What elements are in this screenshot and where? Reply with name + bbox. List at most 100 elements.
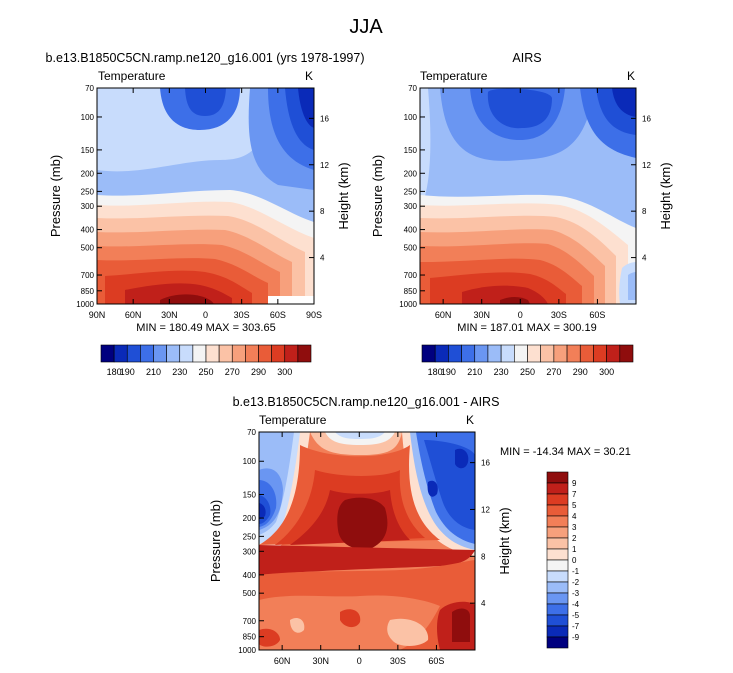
colorbar-label: 210 xyxy=(146,367,161,377)
x-tick-label: 60N xyxy=(435,310,452,320)
panel-diff-colorbar: 9 7 5 4 3 2 1 0 -1 -2 -3 -4 -5 -7 -9 xyxy=(546,471,580,649)
colorbar-swatch xyxy=(540,344,555,363)
y2-tick-label: 12 xyxy=(642,161,651,170)
panel-airs-left-title: Temperature xyxy=(420,69,488,83)
colorbar-label: 210 xyxy=(467,367,482,377)
colorbar-label: -5 xyxy=(572,611,580,620)
colorbar-swatch xyxy=(553,344,568,363)
y-tick-label: 200 xyxy=(243,514,257,523)
x-tick-label: 30N xyxy=(161,310,178,320)
y-tick-label: 500 xyxy=(81,244,95,253)
colorbar-swatch xyxy=(546,559,569,572)
panel-diff-units: K xyxy=(466,413,474,427)
colorbar-swatch xyxy=(527,344,541,363)
x-tick-label: 0 xyxy=(518,310,523,320)
x-tick-label: 60N xyxy=(274,656,291,666)
panel-model-field xyxy=(97,88,314,304)
y-tick-label: 100 xyxy=(81,113,95,122)
panel-model-y2label: Height (km) xyxy=(336,162,351,229)
panel-diff-axes: 60N 30N 0 30S 60S 70 100 150 200 250 300 400 500 700 8… xyxy=(238,428,490,666)
colorbar-swatch xyxy=(166,344,181,363)
colorbar-swatch xyxy=(140,344,154,363)
colorbar-label: -7 xyxy=(572,622,580,631)
colorbar-swatch xyxy=(579,344,594,363)
colorbar-swatch xyxy=(461,344,476,363)
colorbar-swatch xyxy=(231,344,246,363)
colorbar-swatch xyxy=(153,344,167,363)
colorbar-label: 190 xyxy=(120,367,135,377)
x-tick-label: 30N xyxy=(473,310,490,320)
colorbar-swatch xyxy=(546,537,569,550)
x-tick-label: 30S xyxy=(390,656,406,666)
y2-tick-label: 4 xyxy=(320,254,325,263)
colorbar-swatch xyxy=(546,526,569,539)
colorbar-swatch xyxy=(514,344,528,363)
colorbar-label: -2 xyxy=(572,578,580,587)
panel-airs-axes: 60N 30N 0 30S 60S 70 100 150 200 250 300 400 500 700 8… xyxy=(399,84,651,320)
colorbar-label: 270 xyxy=(546,367,561,377)
y-tick-label: 250 xyxy=(243,532,257,541)
panel-diff-left-title: Temperature xyxy=(259,413,327,427)
y-tick-label: 100 xyxy=(404,113,418,122)
y-tick-label: 70 xyxy=(85,84,94,93)
panel-model-units: K xyxy=(305,69,313,83)
colorbar-swatch xyxy=(546,570,569,583)
y-tick-label: 300 xyxy=(81,202,95,211)
y-tick-label: 250 xyxy=(404,187,418,196)
y-tick-label: 700 xyxy=(404,271,418,280)
colorbar-label: 250 xyxy=(520,367,535,377)
colorbar-label: 300 xyxy=(277,367,292,377)
colorbar-label: -1 xyxy=(572,567,580,576)
colorbar-swatch xyxy=(297,344,312,363)
colorbar-swatch xyxy=(546,625,569,638)
y-tick-label: 1000 xyxy=(399,300,417,309)
colorbar-swatch xyxy=(566,344,581,363)
y2-tick-label: 12 xyxy=(481,505,490,514)
colorbar-label: 7 xyxy=(572,490,577,499)
x-tick-label: 0 xyxy=(203,310,208,320)
y-tick-label: 400 xyxy=(243,571,257,580)
colorbar-swatch xyxy=(546,471,569,484)
colorbar-label: -3 xyxy=(572,589,580,598)
colorbar-swatch xyxy=(192,344,207,363)
panel-airs: AIRS Temperature K 60N 30N 0 30S 60S 70 100 150 xyxy=(370,51,673,377)
colorbar-swatch xyxy=(179,344,194,363)
y-tick-label: 150 xyxy=(243,490,257,499)
colorbar-label: 180 xyxy=(107,367,122,377)
y-tick-label: 850 xyxy=(404,287,418,296)
x-tick-label: 90S xyxy=(306,310,322,320)
panel-airs-stats: MIN = 187.01 MAX = 300.19 xyxy=(457,322,596,334)
colorbar-swatch xyxy=(284,344,299,363)
y-tick-label: 400 xyxy=(404,226,418,235)
x-tick-label: 30S xyxy=(551,310,567,320)
colorbar-label: 2 xyxy=(572,534,577,543)
y2-tick-label: 4 xyxy=(642,254,647,263)
colorbar-swatch xyxy=(546,614,569,627)
panel-airs-ylabel: Pressure (mb) xyxy=(370,155,385,237)
y-tick-label: 1000 xyxy=(76,300,94,309)
y2-tick-label: 16 xyxy=(642,114,651,123)
colorbar-swatch xyxy=(218,344,233,363)
x-tick-label: 90N xyxy=(89,310,106,320)
colorbar-swatch xyxy=(487,344,502,363)
y-tick-label: 250 xyxy=(81,187,95,196)
x-tick-label: 60S xyxy=(270,310,286,320)
colorbar-label: 0 xyxy=(572,556,577,565)
y2-tick-label: 4 xyxy=(481,599,486,608)
y-tick-label: 500 xyxy=(404,244,418,253)
colorbar-label: 180 xyxy=(428,367,443,377)
colorbar-swatch xyxy=(448,344,462,363)
figure-title: JJA xyxy=(349,16,383,38)
y-tick-label: 300 xyxy=(404,202,418,211)
y-tick-label: 200 xyxy=(81,169,95,178)
y-tick-label: 70 xyxy=(247,428,256,437)
panel-diff-y2label: Height (km) xyxy=(497,507,512,574)
colorbar-swatch xyxy=(113,344,128,363)
y-tick-label: 150 xyxy=(81,146,95,155)
colorbar-label: 190 xyxy=(441,367,456,377)
panel-model-axes: 90N 60N 30N 0 30S 60S 90S 70 100 150 200 250 300 400 5… xyxy=(76,84,329,320)
y2-tick-label: 8 xyxy=(481,552,486,561)
y-tick-label: 150 xyxy=(404,146,418,155)
